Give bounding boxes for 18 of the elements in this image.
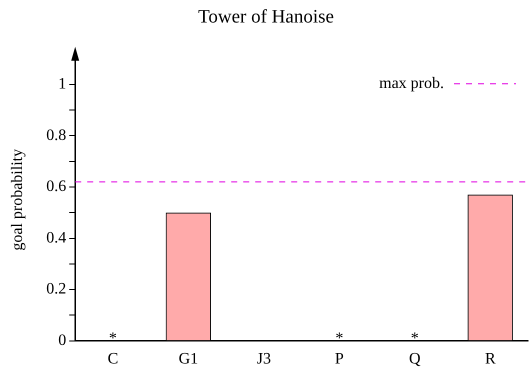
x-tick-label: C (108, 350, 118, 368)
x-tick-label: J3 (256, 350, 271, 368)
x-tick-label: R (484, 350, 496, 368)
annotation: * (108, 330, 117, 348)
x-tick-label: P (334, 350, 344, 368)
annotation: * (410, 330, 419, 348)
x-tick-label: Q (409, 350, 422, 368)
y-tick-label: 0.8 (46, 126, 66, 144)
y-axis-title: goal probability (8, 148, 26, 251)
annotation: * (335, 330, 344, 348)
legend-label: max prob. (379, 75, 444, 92)
y-tick-label: 0.6 (46, 178, 66, 196)
x-tick-label: G1 (178, 350, 198, 368)
y-tick-label: 1 (58, 76, 66, 93)
y-tick-label: 0.4 (46, 229, 66, 246)
y-tick-label: 0 (58, 332, 66, 350)
chart-title: Tower of Hanoise (198, 6, 334, 28)
y-tick-label: 0.2 (46, 280, 66, 298)
